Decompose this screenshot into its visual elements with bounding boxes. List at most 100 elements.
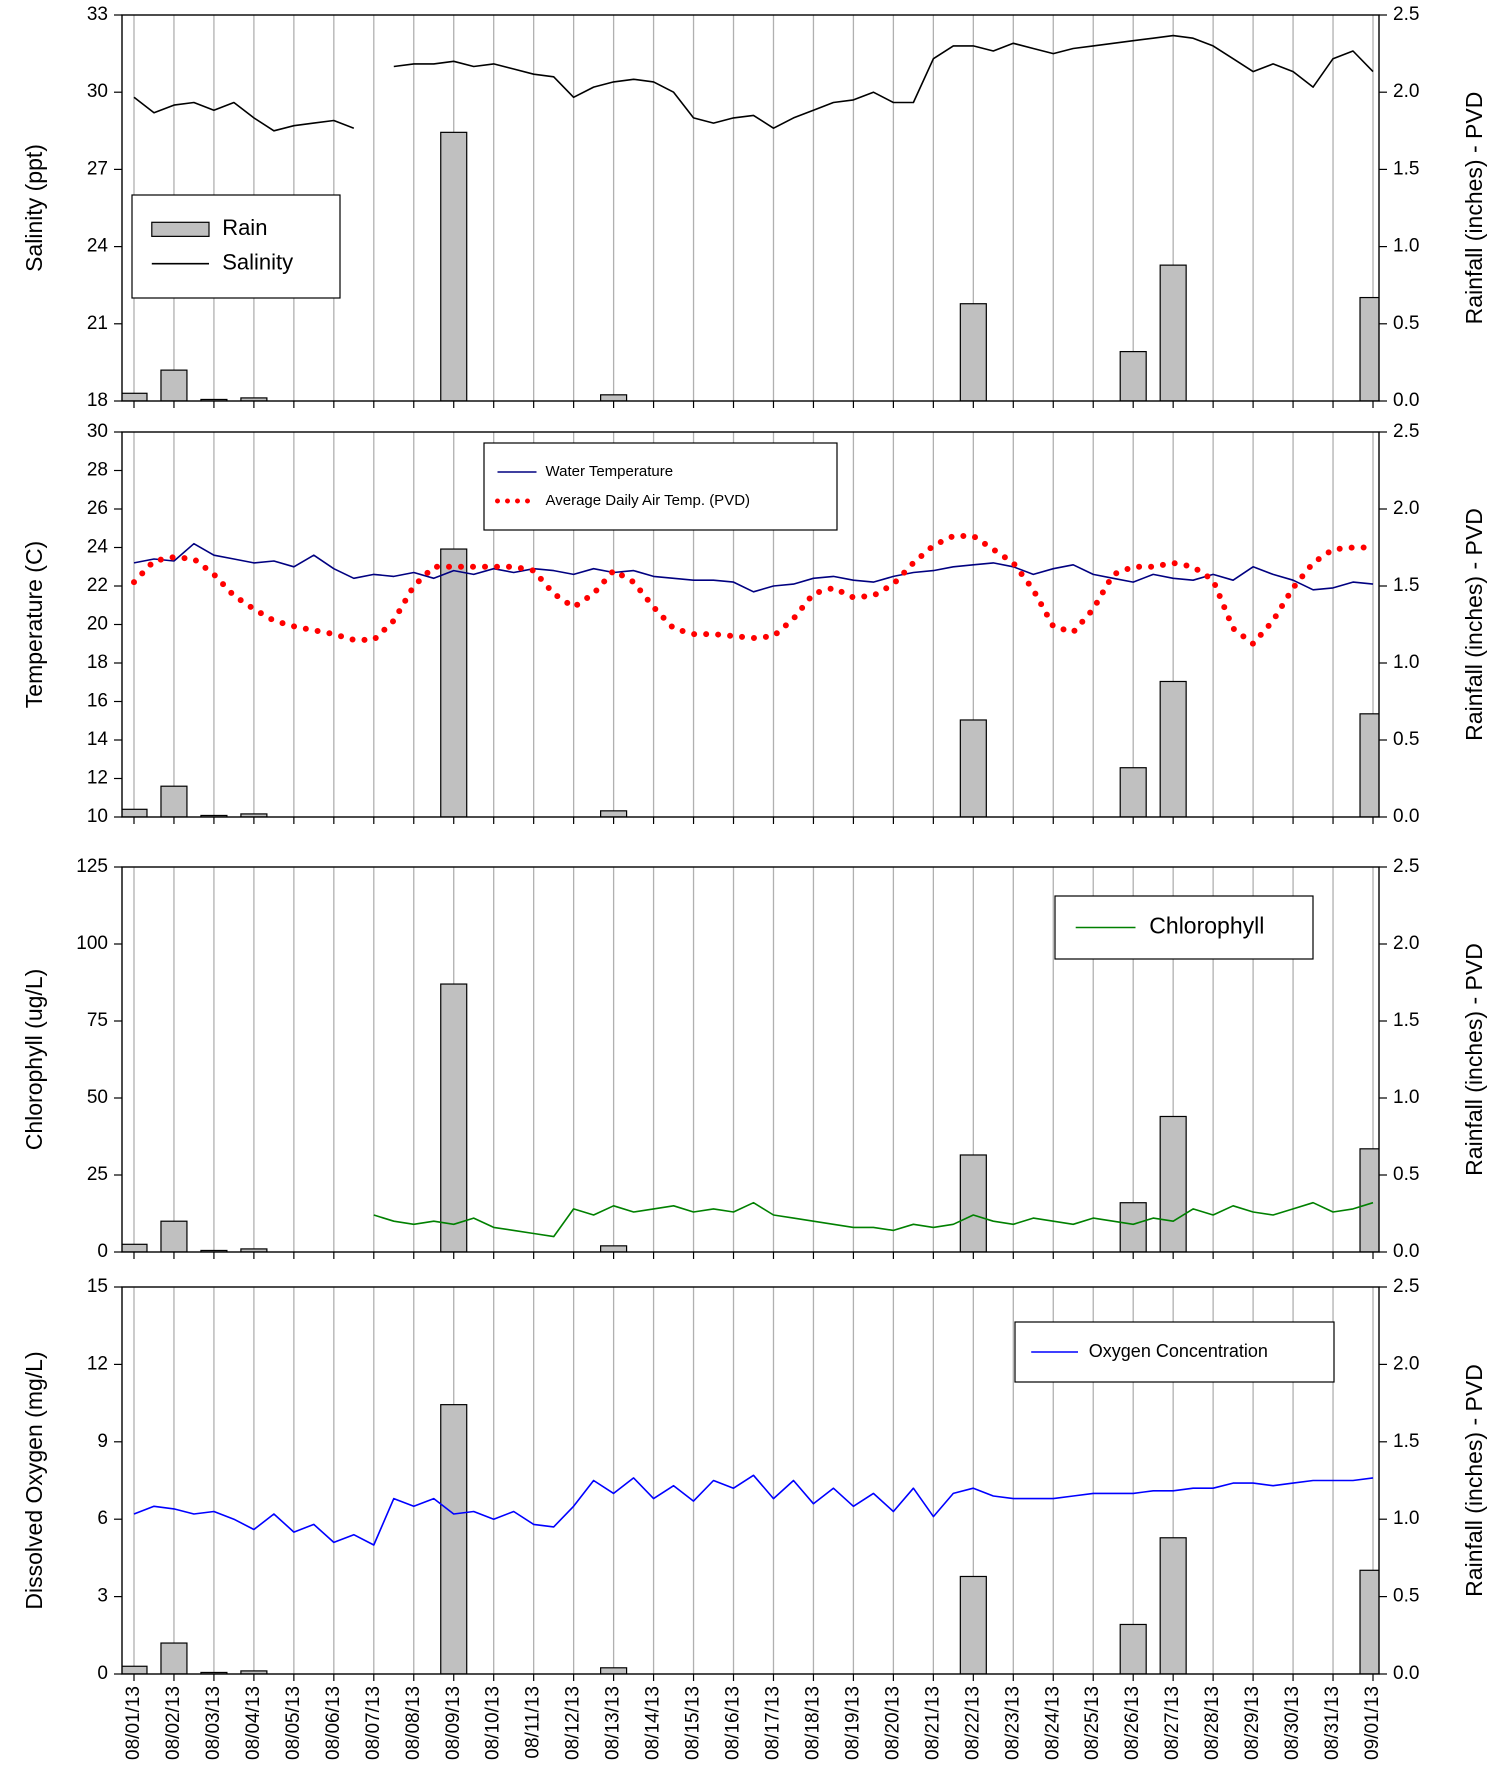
x-tick-label: 08/26/13 <box>1122 1686 1143 1760</box>
rain-bar <box>160 369 188 401</box>
rain-bar <box>1159 1537 1187 1674</box>
plot-frame <box>121 1286 1380 1675</box>
rain-bar <box>600 1667 628 1674</box>
rain-bar <box>440 1404 468 1674</box>
y2-tick-label: 1.0 <box>1393 1087 1419 1108</box>
y2-tick-label: 0.0 <box>1393 806 1419 827</box>
y-tick-label: 24 <box>87 236 109 257</box>
rain-bar <box>959 719 987 817</box>
x-tick-label: 08/20/13 <box>882 1686 903 1760</box>
x-tick-label: 08/02/13 <box>163 1686 184 1760</box>
rain-bar <box>1359 1569 1379 1674</box>
y2-tick-label: 1.5 <box>1393 1431 1419 1452</box>
rain-bar <box>122 392 148 401</box>
x-tick-label: 08/09/13 <box>443 1686 464 1760</box>
rain-bar <box>440 983 468 1252</box>
x-tick-label: 08/21/13 <box>922 1686 943 1760</box>
rain-bar <box>122 1243 148 1252</box>
x-tick-label: 08/03/13 <box>203 1686 224 1760</box>
rain-bar <box>1119 767 1147 817</box>
y2-tick-label: 2.0 <box>1393 1353 1419 1374</box>
y2-axis-label: Rainfall (inches) - PVD <box>1461 943 1487 1176</box>
rain-bar <box>1119 1202 1147 1252</box>
y2-tick-label: 1.5 <box>1393 1010 1419 1031</box>
panel: 10 12 14 16 18 20 22 24 26 28 30 0.0 0.5 1.0 1.5 2.0 2.5… <box>21 421 1487 827</box>
y-axis-label: Dissolved Oxygen (mg/L) <box>21 1351 47 1609</box>
legend-box <box>483 442 838 531</box>
x-tick-label: 08/19/13 <box>842 1686 863 1760</box>
y2-axis-label: Rainfall (inches) - PVD <box>1461 92 1487 325</box>
y-tick-label: 30 <box>87 421 108 442</box>
rain-bar <box>160 785 188 817</box>
rain-bar <box>160 1220 188 1252</box>
x-tick-label: 09/01/13 <box>1362 1686 1383 1760</box>
x-tick-label: 08/24/13 <box>1042 1686 1063 1760</box>
y2-tick-label: 2.0 <box>1393 933 1419 954</box>
rain-bar <box>440 548 468 817</box>
x-tick-label: 08/16/13 <box>723 1686 744 1760</box>
y-axis-label: Chlorophyll (ug/L) <box>21 969 47 1151</box>
y2-tick-label: 0.5 <box>1393 729 1419 750</box>
plot-frame <box>121 866 1380 1253</box>
y-tick-label: 6 <box>97 1508 108 1529</box>
x-tick-label: 08/22/13 <box>962 1686 983 1760</box>
y-tick-label: 33 <box>87 4 108 25</box>
y-tick-label: 10 <box>87 806 108 827</box>
x-tick-label: 08/12/13 <box>563 1686 584 1760</box>
y-tick-label: 12 <box>87 768 108 789</box>
y-tick-label: 9 <box>97 1431 108 1452</box>
x-tick-label: 08/06/13 <box>323 1686 344 1760</box>
rain-bar <box>600 394 628 401</box>
y2-tick-label: 0.5 <box>1393 1164 1419 1185</box>
rain-bar <box>600 1245 628 1252</box>
y-tick-label: 26 <box>87 498 108 519</box>
rain-bar <box>1359 713 1379 817</box>
rain-bar <box>1119 350 1147 401</box>
plot-frame <box>121 431 1380 818</box>
data-line <box>373 1201 1374 1238</box>
rain-bar <box>240 1670 268 1674</box>
x-tick-label: 08/01/13 <box>123 1686 144 1760</box>
legend-label: Oxygen Concentration <box>1089 1341 1268 1361</box>
y2-tick-label: 2.5 <box>1393 421 1419 442</box>
y2-tick-label: 1.0 <box>1393 236 1419 257</box>
y-tick-label: 20 <box>87 614 108 635</box>
y-tick-label: 0 <box>97 1241 108 1262</box>
x-tick-label: 08/23/13 <box>1002 1686 1023 1760</box>
legend-swatch <box>151 221 210 237</box>
legend-label: Rain <box>222 215 267 240</box>
x-tick-label: 08/27/13 <box>1162 1686 1183 1760</box>
x-tick-label: 08/14/13 <box>643 1686 664 1760</box>
panel: 08/01/13 08/02/13 08/03/13 08/04/13 08/05/13… <box>21 1276 1487 1760</box>
x-tick-label: 08/07/13 <box>363 1686 384 1760</box>
legend-label: Average Daily Air Temp. (PVD) <box>546 492 751 509</box>
data-line <box>133 1474 1374 1546</box>
legend-label: Chlorophyll <box>1149 913 1264 939</box>
rain-bar <box>200 1671 228 1674</box>
y2-axis-label: Rainfall (inches) - PVD <box>1461 1364 1487 1597</box>
x-tick-label: 08/08/13 <box>403 1686 424 1760</box>
y2-tick-label: 2.0 <box>1393 498 1419 519</box>
legend-box <box>1054 895 1314 960</box>
rain-bar <box>1119 1623 1147 1674</box>
rain-bar <box>160 1642 188 1674</box>
y-tick-label: 18 <box>87 652 108 673</box>
y2-tick-label: 2.5 <box>1393 4 1419 25</box>
y-tick-label: 125 <box>76 856 108 877</box>
y2-tick-label: 2.0 <box>1393 81 1419 102</box>
rain-bar <box>959 1154 987 1252</box>
y-tick-label: 22 <box>87 575 108 596</box>
y-tick-label: 16 <box>87 691 108 712</box>
x-tick-label: 08/31/13 <box>1322 1686 1343 1760</box>
rain-bar <box>240 1248 268 1252</box>
rain-bar <box>122 808 148 817</box>
y2-tick-label: 0.5 <box>1393 1586 1419 1607</box>
rain-bar <box>600 810 628 817</box>
y2-tick-label: 1.0 <box>1393 652 1419 673</box>
plot-area <box>122 533 1379 817</box>
y-tick-label: 100 <box>76 933 108 954</box>
y-tick-label: 25 <box>87 1164 108 1185</box>
plot-area <box>122 1404 1379 1674</box>
rain-bar <box>440 131 468 401</box>
